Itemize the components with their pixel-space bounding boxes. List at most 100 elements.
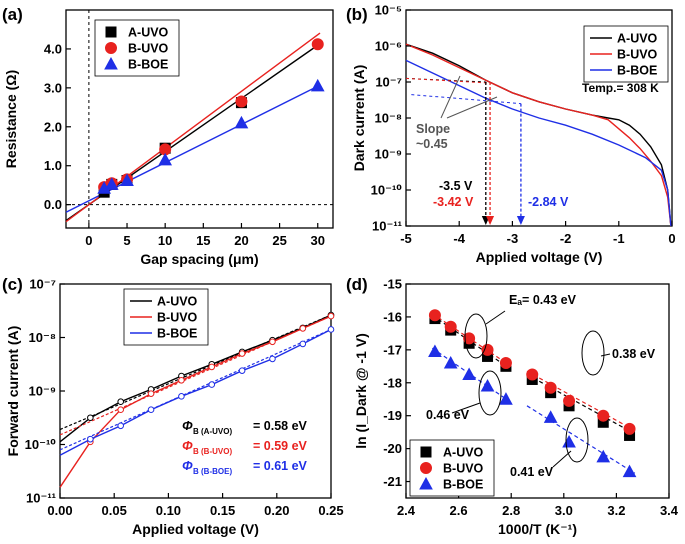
a-data-point <box>234 115 249 129</box>
c-data-point <box>178 377 185 384</box>
d-y-axis-title: ln (I_Dark @ -1 V) <box>353 333 369 449</box>
c-barrier-symbol: Φ <box>182 458 193 473</box>
b-x-tick-label: -5 <box>400 231 412 246</box>
b-slope-value: ~0.45 <box>416 137 448 151</box>
d-legend-marker <box>420 446 432 458</box>
d-x-tick-label: 2.4 <box>397 503 416 518</box>
d-annotation-arrow <box>485 310 506 325</box>
b-y-tick-label: 10⁻¹¹ <box>372 219 402 234</box>
d-data-point <box>543 410 558 423</box>
b-x-tick-label: -4 <box>453 231 465 246</box>
d-data-point <box>428 309 441 322</box>
c-data-point <box>117 398 125 406</box>
d-x-tick-label: 3.0 <box>555 503 573 518</box>
d-annotation-label: Eₐ= 0.43 eV <box>509 293 577 307</box>
d-data-point <box>596 449 611 463</box>
b-y-tick-label: 10⁻⁶ <box>375 39 402 54</box>
c-data-point <box>87 414 94 422</box>
b-voltage-label: -3.5 V <box>439 179 473 193</box>
c-barrier-subscript: B (B-UVO) <box>193 447 232 456</box>
c-data-point <box>327 312 335 320</box>
a-data-point <box>311 38 324 51</box>
b-y-axis-title: Dark current (A) <box>351 65 367 172</box>
a-y-tick-label: 0.0 <box>44 197 62 212</box>
c-data-point <box>238 350 246 357</box>
c-series-line <box>59 315 332 488</box>
c-data-point <box>269 355 276 363</box>
c-data-point <box>299 325 307 332</box>
c-x-tick-label: 0.10 <box>156 503 181 518</box>
a-x-axis-title: Gap spacing (μm) <box>140 251 258 267</box>
d-data-point <box>623 422 636 435</box>
c-legend-label: B-BOE <box>157 327 197 341</box>
panel-label-c: (c) <box>2 275 23 294</box>
b-y-tick-label: 10⁻⁸ <box>375 111 402 126</box>
d-annotation-arrow <box>552 450 572 468</box>
a-y-tick-label: 1.0 <box>44 158 62 173</box>
d-annotation-arrow <box>600 353 611 357</box>
a-data-point <box>120 173 134 187</box>
d-data-point <box>622 464 637 478</box>
c-data-point <box>208 363 216 371</box>
a-x-tick-label: 0 <box>85 233 92 248</box>
b-y-tick-label: 10⁻¹⁰ <box>371 183 403 198</box>
b-x-tick-label: -2 <box>560 231 572 246</box>
d-fit-line <box>526 374 636 435</box>
b-slope-pointer <box>446 96 498 119</box>
b-legend-label: A-UVO <box>617 32 658 46</box>
d-data-point <box>526 368 539 381</box>
d-annotation-label: 0.38 eV <box>612 347 656 361</box>
d-fit-line <box>526 370 636 432</box>
c-x-tick-label: 0.00 <box>47 503 72 518</box>
d-legend-marker <box>420 462 432 474</box>
c-legend-label: A-UVO <box>157 295 198 309</box>
c-barrier-value: = 0.61 eV <box>253 459 308 473</box>
b-legend-label: B-UVO <box>617 48 658 62</box>
d-annotation-ellipse <box>565 417 589 463</box>
c-data-point <box>87 435 94 443</box>
b-slope-label: Slope <box>416 122 450 136</box>
c-y-tick-label: 10⁻¹¹ <box>26 491 56 506</box>
c-data-point <box>208 381 216 388</box>
b-x-tick-label: -1 <box>613 231 625 246</box>
d-y-tick-label: -15 <box>383 277 402 292</box>
d-y-tick-label: -16 <box>383 309 402 324</box>
c-data-point <box>269 338 276 346</box>
b-voltage-label: -3.42 V <box>433 195 474 209</box>
chart-a: 0 5 10 15 20 25 30 0.0 1.0 2.0 3.0 4.0 Gap spacing (… <box>3 9 334 267</box>
b-series-line <box>405 59 672 227</box>
c-y-tick-label: 10⁻¹⁰ <box>25 437 57 452</box>
a-x-tick-label: 30 <box>311 233 325 248</box>
d-legend-label: B-UVO <box>443 462 484 476</box>
d-y-tick-label: -18 <box>383 375 402 390</box>
d-x-tick-label: 3.4 <box>660 503 679 518</box>
d-fit-line <box>526 405 636 474</box>
a-x-tick-label: 5 <box>123 233 130 248</box>
a-x-tick-label: 10 <box>158 233 172 248</box>
d-data-point <box>562 434 576 448</box>
a-plot-frame <box>65 9 334 229</box>
d-data-point <box>563 394 576 407</box>
d-data-point <box>544 381 557 394</box>
d-x-tick-label: 2.6 <box>450 503 468 518</box>
c-data-point <box>327 326 335 333</box>
c-x-tick-label: 0.20 <box>264 503 289 518</box>
d-x-tick-label: 2.8 <box>502 503 520 518</box>
d-y-tick-label: -19 <box>383 408 402 423</box>
d-x-tick-label: 3.2 <box>607 503 625 518</box>
c-data-point <box>178 393 185 400</box>
c-y-tick-label: 10⁻⁸ <box>29 330 56 345</box>
d-x-axis-title: 1000/T (K⁻¹) <box>498 521 577 537</box>
c-data-point <box>117 422 125 430</box>
chart-b: Slope~0.45 -3.5 V -3.42 V -2.84 V Temp.= 308… <box>351 3 676 266</box>
d-annotation-ellipse <box>478 370 502 416</box>
panel-label-d: (d) <box>346 275 368 294</box>
b-x-axis-title: Applied voltage (V) <box>476 249 603 265</box>
d-data-point <box>597 409 610 422</box>
b-temperature-label: Temp.= 308 K <box>582 81 659 95</box>
d-annotation-arrow <box>451 402 481 414</box>
c-legend-label: B-UVO <box>157 311 198 325</box>
b-x-tick-label: -3 <box>507 231 519 246</box>
